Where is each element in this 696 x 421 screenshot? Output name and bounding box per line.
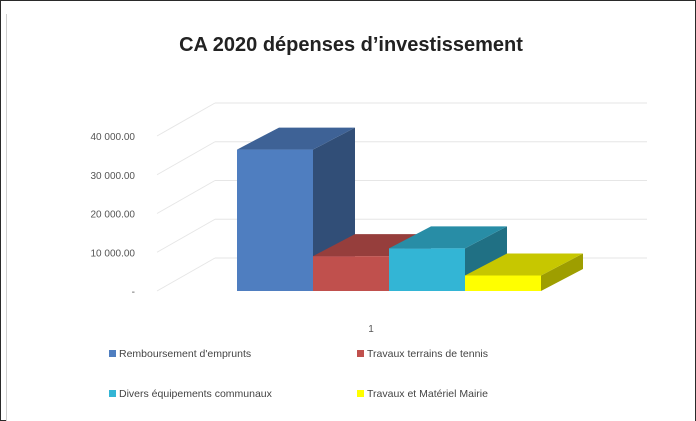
bar-top: [389, 226, 507, 249]
y-tick-label: 10 000.00: [91, 248, 136, 259]
gridline-depth: [156, 141, 216, 176]
legend-label: Travaux et Matériel Mairie: [367, 388, 488, 400]
legend-swatch: [109, 390, 116, 397]
legend-label: Travaux terrains de tennis: [367, 348, 488, 360]
y-tick-label: 30 000.00: [91, 171, 136, 182]
bar-top: [237, 127, 355, 150]
bar: [313, 256, 389, 291]
gridline-depth: [156, 180, 216, 214]
bar: [237, 149, 313, 291]
legend-label: Remboursement d'emprunts: [119, 348, 251, 360]
x-tick-label: 1: [368, 324, 374, 335]
y-tick-label: -: [132, 287, 135, 298]
bar-top: [465, 253, 583, 276]
gridline-depth: [156, 218, 216, 253]
bar-side: [541, 253, 583, 291]
legend-swatch: [109, 350, 116, 357]
gridline-depth: [156, 257, 216, 292]
gridline-depth: [156, 102, 216, 137]
legend-swatch: [357, 350, 364, 357]
bar: [389, 248, 465, 291]
legend-swatch: [357, 390, 364, 397]
bar-top: [313, 234, 431, 257]
y-tick-label: 20 000.00: [91, 210, 136, 221]
bar: [465, 275, 541, 291]
chart-plot: - 10 000.00 20 000.00 30 000.00 40 000.00 1 Re…: [91, 102, 647, 400]
chart-area: CA 2020 dépenses d’investissement - 10 00…: [6, 14, 695, 421]
legend-label: Divers équipements communaux: [119, 388, 273, 400]
y-tick-label: 40 000.00: [91, 132, 136, 143]
chart-title: CA 2020 dépenses d’investissement: [179, 34, 523, 56]
